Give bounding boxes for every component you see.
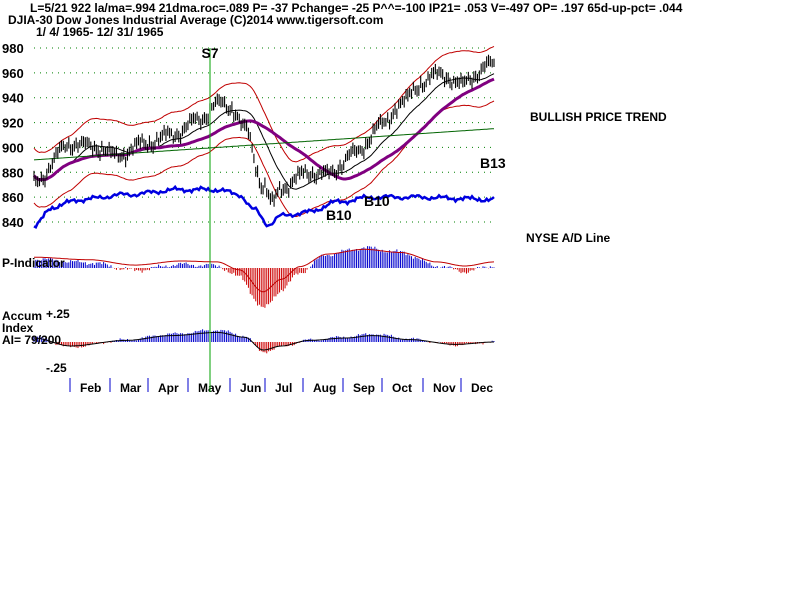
p-indicator-ma-line	[34, 248, 495, 293]
b10-signal-label-1: B10	[326, 207, 352, 223]
b13-signal-label: B13	[480, 155, 506, 171]
ad-line	[33, 184, 495, 230]
ad-line-group	[33, 184, 495, 230]
ad-line-label: NYSE A/D Line	[526, 231, 611, 245]
y-tick-label: 980	[2, 41, 24, 56]
month-label: Aug	[313, 381, 336, 395]
p-indicator-label: P-Indicator	[2, 256, 65, 270]
month-label: Sep	[353, 381, 375, 395]
y-tick-label: 860	[2, 190, 24, 205]
month-label: Jul	[275, 381, 292, 395]
month-label: Feb	[80, 381, 101, 395]
p-indicator-panel	[33, 246, 495, 308]
month-label: Oct	[392, 381, 412, 395]
moving-averages	[32, 73, 495, 190]
month-label: Apr	[158, 381, 179, 395]
y-tick-label: 900	[2, 140, 24, 155]
accum-index-ma-line	[33, 331, 494, 351]
month-label: Jun	[240, 381, 261, 395]
accum-label: Accum	[2, 309, 42, 323]
chart-title: DJIA-30 Dow Jones Industrial Average (C)…	[8, 13, 384, 27]
month-label: Dec	[471, 381, 493, 395]
panel-labels: BULLISH PRICE TREND NYSE A/D Line P-Indica…	[2, 110, 667, 375]
price-bands	[33, 45, 495, 218]
b10-signal-label-2: B10	[364, 193, 390, 209]
ai-label: AI= 79/200	[2, 333, 61, 347]
s7-signal-label: S7	[201, 45, 218, 61]
y-tick-label: 940	[2, 91, 24, 106]
header-stats: L=5/21 922 la/ma=.994 21dma.roc=.089 P= …	[30, 1, 683, 15]
y-tick-label: 920	[2, 116, 24, 131]
trend-label: BULLISH PRICE TREND	[530, 110, 667, 124]
y-tick-label: 960	[2, 66, 24, 81]
month-label: Nov	[433, 381, 456, 395]
y-tick-label: 880	[2, 165, 24, 180]
y-tick-label: 840	[2, 215, 24, 230]
signals: S7 B10 B10 B13	[201, 45, 506, 392]
date-range: 1/ 4/ 1965- 12/ 31/ 1965	[36, 25, 164, 39]
accum-plus-label: +.25	[46, 307, 70, 321]
upper-band-line	[33, 45, 495, 163]
month-axis: Feb Mar Apr May Jun Jul Aug Sep Oct Nov Dec	[69, 378, 493, 395]
ma21-line	[33, 73, 495, 190]
ma200-line	[33, 128, 495, 161]
price-gridlines	[34, 47, 494, 223]
y-tick-labels: 980 960 940 920 900 880 860 840	[2, 41, 24, 230]
accum-index-panel	[33, 329, 495, 354]
price-bars	[33, 54, 495, 207]
ma50-line	[32, 77, 495, 182]
index-label: Index	[2, 321, 34, 335]
accum-minus-label: -.25	[46, 361, 67, 375]
month-label: Mar	[120, 381, 142, 395]
